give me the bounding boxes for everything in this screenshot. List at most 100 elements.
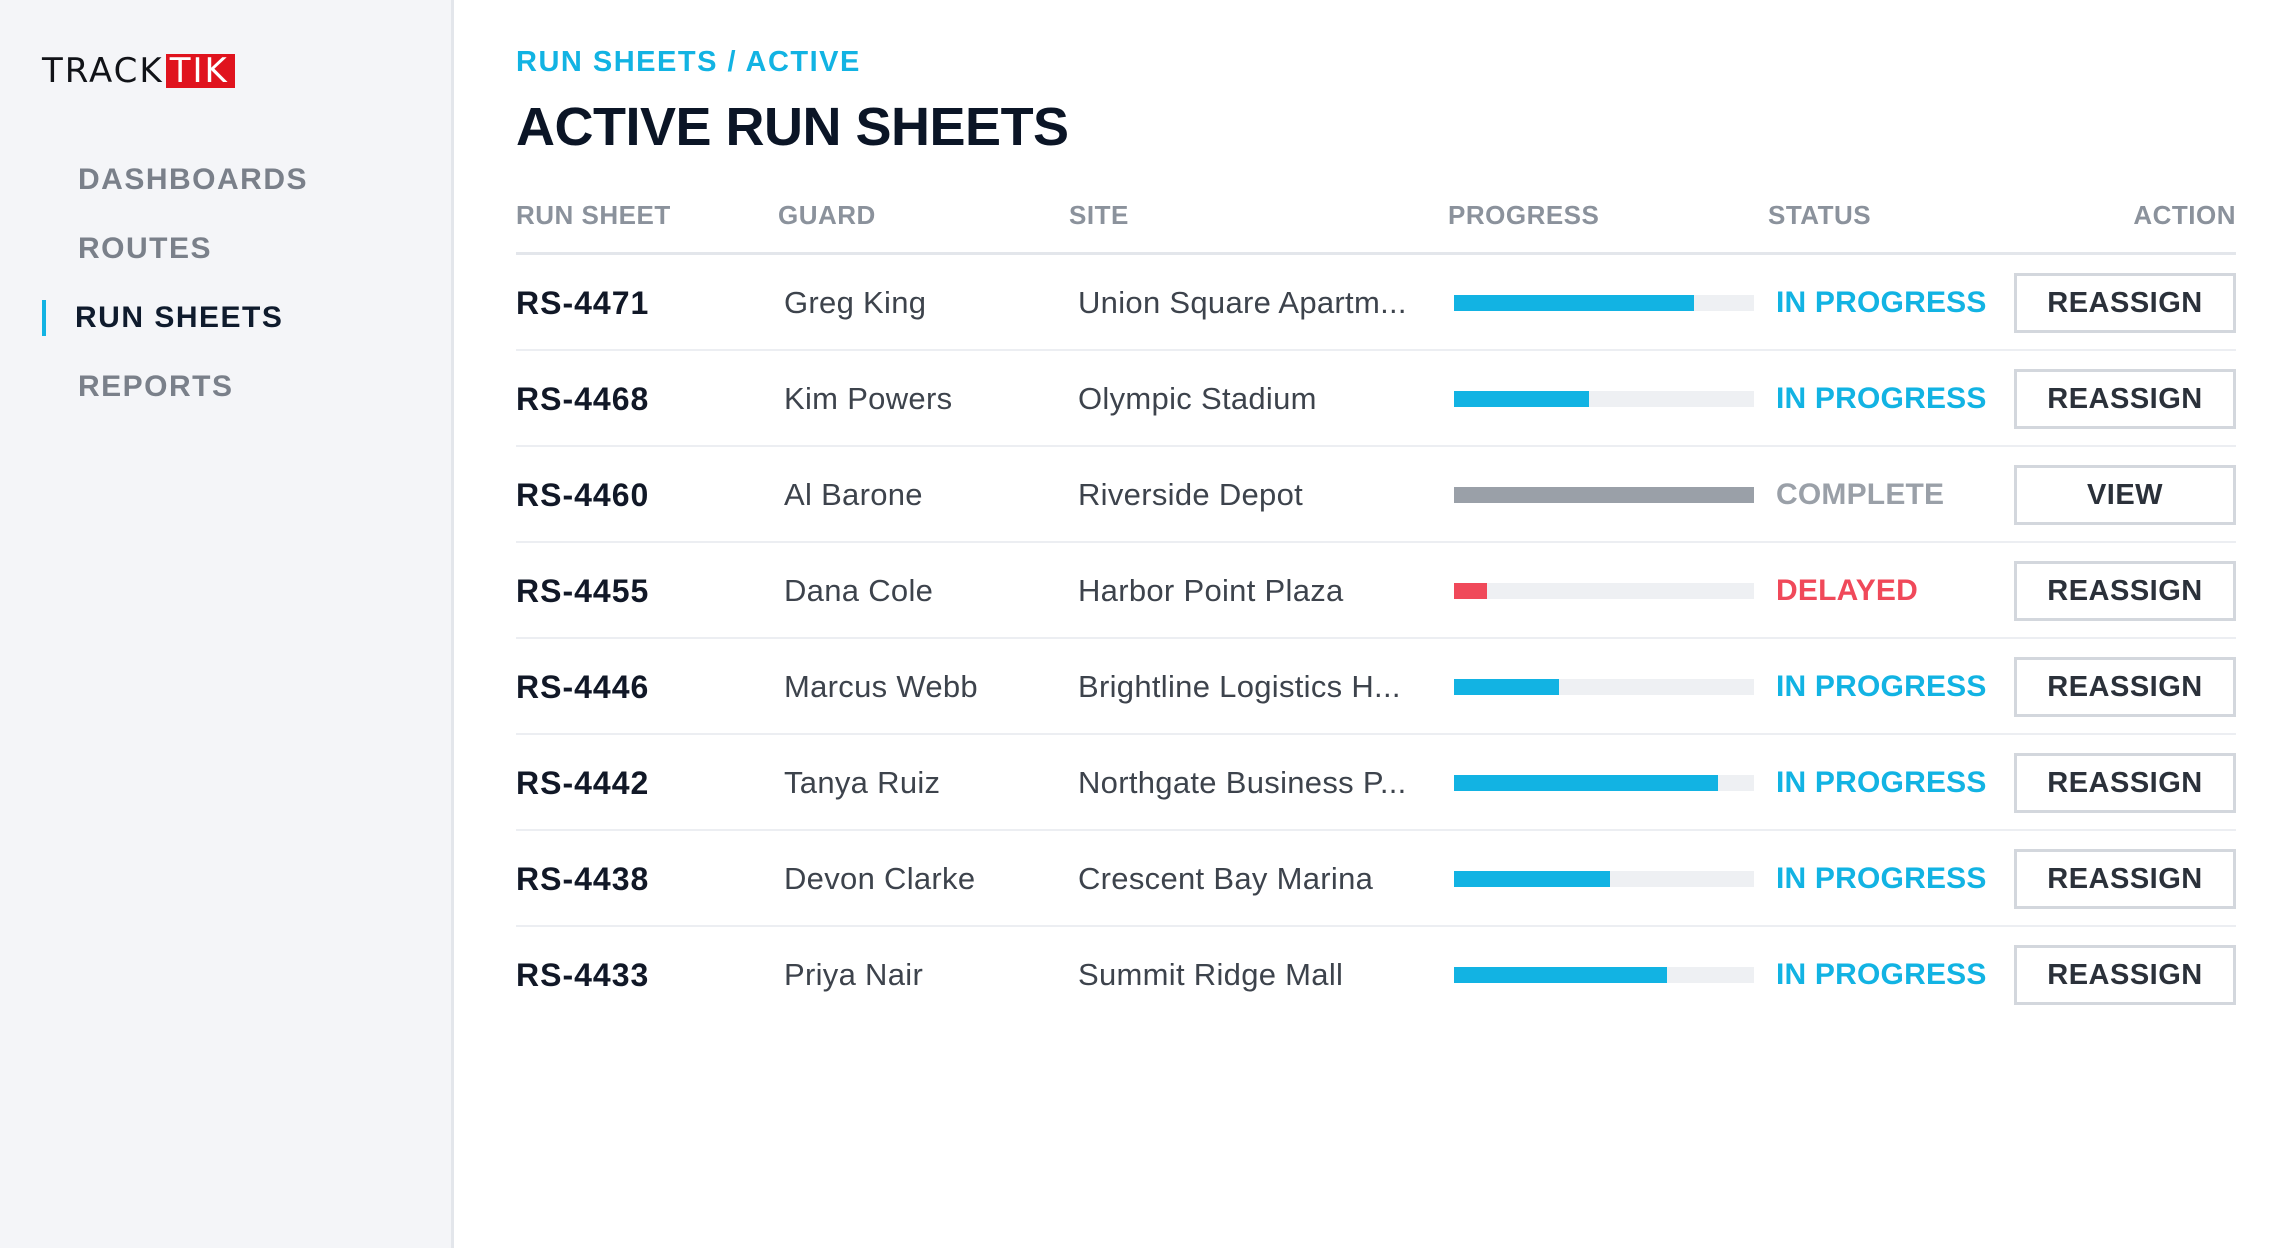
breadcrumb[interactable]: RUN SHEETS / ACTIVE: [516, 46, 861, 78]
run-sheet-id[interactable]: RS-4460: [516, 476, 650, 513]
guard-name: Tanya Ruiz: [784, 765, 941, 800]
progress-bar-fill: [1454, 583, 1487, 599]
action-cell: REASSIGN: [2014, 351, 2236, 447]
run-sheet-id[interactable]: RS-4471: [516, 284, 650, 321]
reassign-button[interactable]: REASSIGN: [2014, 753, 2236, 813]
sidebar-item-run-sheets[interactable]: RUN SHEETS: [0, 283, 451, 352]
reassign-button[interactable]: REASSIGN: [2014, 561, 2236, 621]
site-cell: Northgate Business P...: [1078, 735, 1452, 831]
guard-name: Dana Cole: [784, 573, 934, 608]
progress-bar-fill: [1454, 679, 1559, 695]
site-name: Harbor Point Plaza: [1078, 573, 1344, 608]
status-label: DELAYED: [1776, 574, 1918, 607]
action-cell: REASSIGN: [2014, 735, 2236, 831]
action-cell: VIEW: [2014, 447, 2236, 543]
run-sheet-id[interactable]: RS-4455: [516, 572, 650, 609]
site-cell: Harbor Point Plaza: [1078, 543, 1452, 639]
progress-bar: [1454, 391, 1754, 407]
table-row[interactable]: RS-4433 Priya Nair Summit Ridge Mall IN PRO…: [516, 927, 2236, 1023]
progress-cell: [1454, 255, 1754, 351]
site-name: Northgate Business P...: [1078, 765, 1407, 800]
progress-cell: [1454, 735, 1754, 831]
site-cell: Brightline Logistics H...: [1078, 639, 1452, 735]
run-sheet-id[interactable]: RS-4433: [516, 956, 650, 993]
status-label: COMPLETE: [1776, 478, 1945, 511]
site-name: Crescent Bay Marina: [1078, 861, 1374, 896]
progress-bar-fill: [1454, 295, 1694, 311]
status-label: IN PROGRESS: [1776, 862, 1987, 895]
table-row[interactable]: RS-4460 Al Barone Riverside Depot COMPLETE V…: [516, 447, 2236, 543]
sidebar-item-reports[interactable]: REPORTS: [78, 369, 234, 403]
status-label: IN PROGRESS: [1776, 958, 1987, 991]
run-sheet-id[interactable]: RS-4468: [516, 380, 650, 417]
status-label: IN PROGRESS: [1776, 766, 1987, 799]
reassign-button[interactable]: REASSIGN: [2014, 849, 2236, 909]
run-sheet-id[interactable]: RS-4446: [516, 668, 650, 705]
sidebar: TRACK TIK DASHBOARDS ROUTES RUN SHEETS RE…: [0, 0, 454, 1248]
action-cell: REASSIGN: [2014, 639, 2236, 735]
site-cell: Riverside Depot: [1078, 447, 1452, 543]
table-row[interactable]: RS-4455 Dana Cole Harbor Point Plaza DELAYE…: [516, 543, 2236, 639]
status-label: IN PROGRESS: [1776, 382, 1987, 415]
progress-bar: [1454, 871, 1754, 887]
site-name: Union Square Apartm...: [1078, 285, 1407, 320]
table-body: RS-4471 Greg King Union Square Apartm... IN…: [516, 255, 2236, 1023]
run-sheet-id[interactable]: RS-4438: [516, 860, 650, 897]
reassign-button[interactable]: REASSIGN: [2014, 945, 2236, 1005]
column-header-action: ACTION: [2133, 200, 2236, 230]
guard-name: Devon Clarke: [784, 861, 976, 896]
progress-cell: [1454, 543, 1754, 639]
progress-cell: [1454, 351, 1754, 447]
progress-cell: [1454, 447, 1754, 543]
logo-text-track: TRACK: [42, 51, 164, 91]
logo-text-tik: TIK: [165, 54, 235, 88]
run-sheets-table: RUN SHEET GUARD SITE PROGRESS STATUS ACT…: [516, 190, 2236, 1023]
run-sheet-id[interactable]: RS-4442: [516, 764, 650, 801]
site-name: Olympic Stadium: [1078, 381, 1317, 416]
action-cell: REASSIGN: [2014, 831, 2236, 927]
progress-bar: [1454, 967, 1754, 983]
sidebar-item-routes[interactable]: ROUTES: [78, 231, 213, 265]
guard-name: Al Barone: [784, 477, 923, 512]
progress-bar: [1454, 295, 1754, 311]
tracktik-logo[interactable]: TRACK TIK: [42, 52, 235, 90]
table-row[interactable]: RS-4438 Devon Clarke Crescent Bay Marina IN…: [516, 831, 2236, 927]
guard-name: Priya Nair: [784, 957, 924, 992]
table-row[interactable]: RS-4446 Marcus Webb Brightline Logistics H…: [516, 639, 2236, 735]
progress-cell: [1454, 639, 1754, 735]
reassign-button[interactable]: REASSIGN: [2014, 657, 2236, 717]
table-row[interactable]: RS-4442 Tanya Ruiz Northgate Business P...…: [516, 735, 2236, 831]
sidebar-item-dashboards[interactable]: DASHBOARDS: [78, 162, 309, 196]
action-cell: REASSIGN: [2014, 543, 2236, 639]
view-button[interactable]: VIEW: [2014, 465, 2236, 525]
column-header-guard: GUARD: [778, 200, 876, 230]
site-name: Summit Ridge Mall: [1078, 957, 1344, 992]
action-cell: REASSIGN: [2014, 255, 2236, 351]
column-header-site: SITE: [1069, 200, 1129, 230]
reassign-button[interactable]: REASSIGN: [2014, 273, 2236, 333]
progress-bar-fill: [1454, 967, 1667, 983]
site-cell: Crescent Bay Marina: [1078, 831, 1452, 927]
progress-bar: [1454, 487, 1754, 503]
site-name: Brightline Logistics H...: [1078, 669, 1401, 704]
progress-bar-fill: [1454, 775, 1718, 791]
site-cell: Summit Ridge Mall: [1078, 927, 1452, 1023]
progress-bar-fill: [1454, 391, 1589, 407]
reassign-button[interactable]: REASSIGN: [2014, 369, 2236, 429]
progress-bar-fill: [1454, 871, 1610, 887]
site-cell: Union Square Apartm...: [1078, 255, 1452, 351]
site-name: Riverside Depot: [1078, 477, 1304, 512]
progress-cell: [1454, 927, 1754, 1023]
progress-cell: [1454, 831, 1754, 927]
column-header-run-sheet: RUN SHEET: [516, 200, 671, 230]
progress-bar: [1454, 775, 1754, 791]
table-row[interactable]: RS-4471 Greg King Union Square Apartm... IN…: [516, 255, 2236, 351]
site-cell: Olympic Stadium: [1078, 351, 1452, 447]
page-title: ACTIVE RUN SHEETS: [516, 97, 1069, 157]
sidebar-nav: DASHBOARDS ROUTES RUN SHEETS REPORTS: [0, 145, 451, 421]
table-row[interactable]: RS-4468 Kim Powers Olympic Stadium IN PROGR…: [516, 351, 2236, 447]
table-header: RUN SHEET GUARD SITE PROGRESS STATUS ACT…: [516, 190, 2236, 255]
action-cell: REASSIGN: [2014, 927, 2236, 1023]
progress-bar: [1454, 679, 1754, 695]
status-label: IN PROGRESS: [1776, 670, 1987, 703]
